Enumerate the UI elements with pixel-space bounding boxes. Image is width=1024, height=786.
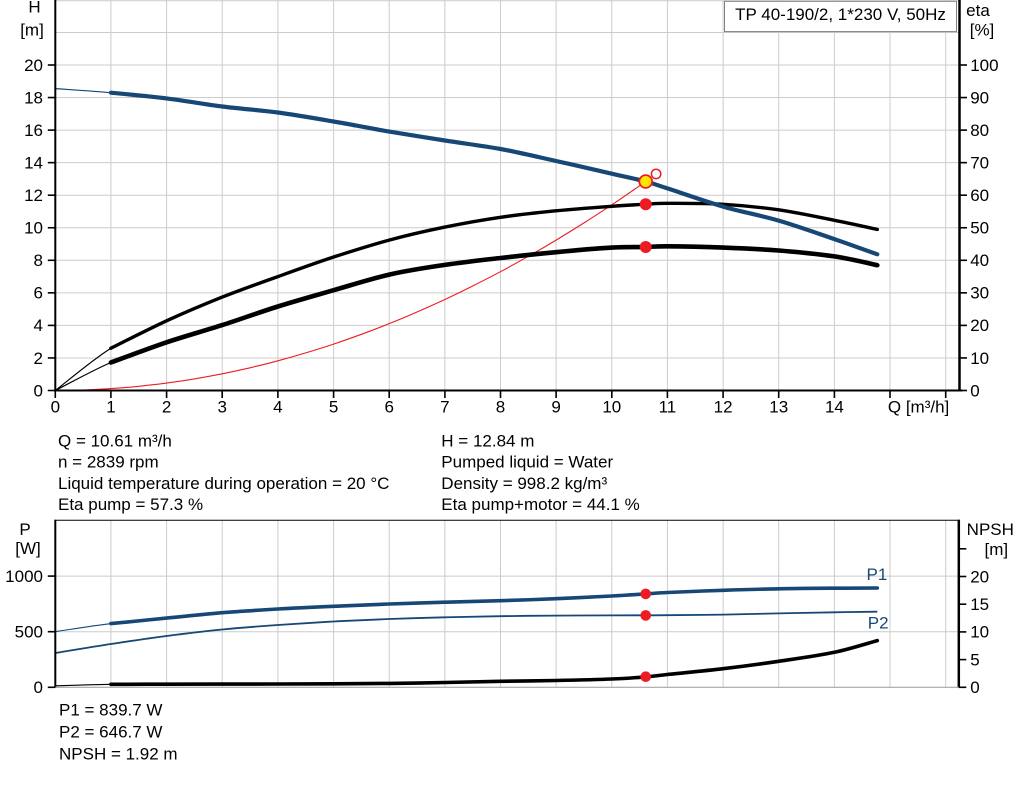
svg-text:Liquid temperature during oper: Liquid temperature during operation = 20… — [58, 474, 389, 493]
svg-text:NPSH = 1.92 m: NPSH = 1.92 m — [59, 744, 178, 763]
svg-text:[m]: [m] — [20, 20, 44, 39]
svg-text:11: 11 — [659, 398, 677, 417]
svg-text:1: 1 — [106, 398, 115, 417]
svg-text:2: 2 — [162, 398, 171, 417]
svg-text:[m]: [m] — [984, 540, 1008, 559]
svg-text:14: 14 — [825, 398, 844, 417]
svg-text:NPSH: NPSH — [967, 520, 1014, 539]
svg-text:50: 50 — [970, 219, 989, 238]
svg-text:80: 80 — [970, 121, 989, 140]
svg-text:P1 = 839.7 W: P1 = 839.7 W — [59, 700, 162, 719]
svg-text:100: 100 — [970, 56, 998, 75]
svg-text:H: H — [28, 0, 40, 17]
svg-text:Eta pump+motor = 44.1 %: Eta pump+motor = 44.1 % — [441, 495, 639, 514]
svg-text:5: 5 — [329, 398, 338, 417]
svg-text:12: 12 — [714, 398, 733, 417]
svg-text:7: 7 — [440, 398, 449, 417]
svg-text:90: 90 — [970, 88, 989, 107]
svg-text:5: 5 — [970, 650, 979, 669]
svg-text:20: 20 — [24, 56, 43, 75]
svg-text:0: 0 — [970, 381, 979, 400]
svg-text:18: 18 — [24, 88, 43, 107]
svg-text:70: 70 — [970, 153, 989, 172]
svg-text:3: 3 — [218, 398, 227, 417]
svg-text:20: 20 — [970, 567, 989, 586]
svg-text:20: 20 — [970, 316, 989, 335]
svg-text:60: 60 — [970, 186, 989, 205]
svg-text:0: 0 — [970, 678, 979, 697]
svg-text:16: 16 — [24, 121, 43, 140]
svg-text:10: 10 — [602, 398, 621, 417]
svg-text:n = 2839 rpm: n = 2839 rpm — [58, 453, 159, 472]
svg-text:P: P — [19, 520, 30, 539]
svg-text:30: 30 — [970, 284, 989, 303]
svg-text:Pumped liquid = Water: Pumped liquid = Water — [441, 453, 613, 472]
svg-text:15: 15 — [970, 595, 989, 614]
svg-text:13: 13 — [769, 398, 788, 417]
svg-text:Eta pump = 57.3 %: Eta pump = 57.3 % — [58, 495, 203, 514]
svg-text:500: 500 — [15, 623, 43, 642]
svg-text:H = 12.84 m: H = 12.84 m — [441, 432, 534, 451]
svg-text:P2 = 646.7 W: P2 = 646.7 W — [59, 722, 162, 741]
svg-text:12: 12 — [24, 186, 43, 205]
svg-text:[%]: [%] — [970, 20, 995, 39]
svg-text:eta: eta — [966, 1, 990, 20]
svg-text:TP 40-190/2, 1*230 V, 50Hz: TP 40-190/2, 1*230 V, 50Hz — [735, 5, 946, 24]
svg-text:8: 8 — [34, 251, 43, 270]
svg-text:[W]: [W] — [15, 539, 41, 558]
svg-text:Q [m³/h]: Q [m³/h] — [888, 398, 949, 417]
svg-text:4: 4 — [273, 398, 282, 417]
svg-text:14: 14 — [24, 153, 43, 172]
svg-text:Density = 998.2 kg/m³: Density = 998.2 kg/m³ — [441, 474, 607, 493]
svg-text:2: 2 — [34, 349, 43, 368]
svg-text:0: 0 — [34, 678, 43, 697]
svg-text:P1: P1 — [867, 565, 888, 584]
svg-text:Q = 10.61 m³/h: Q = 10.61 m³/h — [58, 432, 172, 451]
svg-text:8: 8 — [496, 398, 505, 417]
svg-text:40: 40 — [970, 251, 989, 270]
svg-text:P2: P2 — [868, 614, 889, 633]
svg-text:10: 10 — [24, 219, 43, 238]
svg-text:10: 10 — [970, 349, 989, 368]
svg-text:9: 9 — [551, 398, 560, 417]
svg-text:1000: 1000 — [5, 567, 43, 586]
svg-text:0: 0 — [34, 381, 43, 400]
svg-text:6: 6 — [34, 284, 43, 303]
svg-text:10: 10 — [970, 623, 989, 642]
svg-text:4: 4 — [34, 316, 43, 335]
svg-text:0: 0 — [51, 398, 60, 417]
svg-text:6: 6 — [384, 398, 393, 417]
